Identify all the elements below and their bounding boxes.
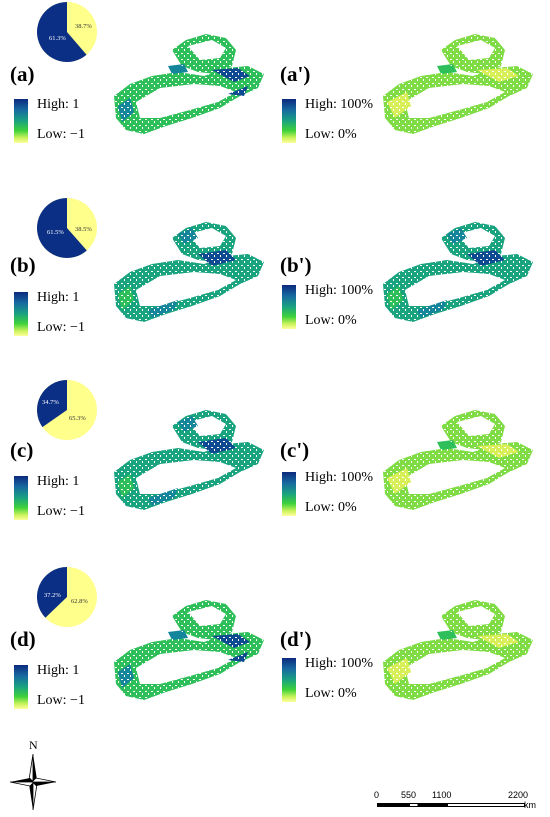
panel-label-c: (c) (10, 438, 34, 462)
scale-bar-segments (377, 803, 525, 807)
panel-label-b-prime: (b') (280, 253, 312, 277)
map-a-prime (377, 22, 537, 140)
pie-label-light: 38.7% (75, 23, 92, 30)
panel-label-c-prime: (c') (280, 438, 310, 462)
north-label: N (29, 738, 38, 752)
pie-chart-b: 61.5% 38.5% (36, 198, 97, 258)
legend-b-prime: High: 100% Low: 0% (282, 283, 402, 335)
legend-c-prime: High: 100% Low: 0% (282, 470, 402, 522)
pie-chart-a: 61.3% 38.7% (37, 2, 97, 63)
legend-low: Low: 0% (305, 313, 357, 328)
pie-label-dark: 61.3% (49, 35, 66, 42)
legend-low: Low: −1 (37, 504, 85, 519)
map-b-prime (377, 210, 537, 328)
panel-label-a: (a) (10, 62, 35, 86)
map-d (108, 588, 268, 706)
pie-chart-c: 34.7% 65.3% (37, 380, 97, 440)
legend-low: Low: 0% (305, 127, 357, 142)
pie-chart-d: 37.2% 62.8% (36, 567, 97, 627)
map-c (108, 398, 268, 516)
color-ramp (282, 658, 296, 702)
legend-high: High: 1 (37, 290, 80, 305)
legend-high: High: 100% (305, 283, 374, 298)
scale-tick-1100: 1100 (432, 790, 452, 800)
legend-a-prime: High: 100% Low: 0% (282, 97, 402, 149)
north-arrow: N (8, 738, 58, 814)
panel-label-a-prime: (a') (280, 62, 311, 86)
legend-high: High: 1 (37, 97, 80, 112)
scale-unit: km (524, 800, 536, 810)
panel-label-d-prime: (d') (280, 627, 312, 651)
color-ramp (14, 665, 28, 709)
map-a (108, 22, 268, 140)
map-b (108, 210, 268, 328)
color-ramp (14, 292, 28, 336)
legend-low: Low: −1 (37, 693, 85, 708)
legend-d: High: 1 Low: −1 (14, 663, 114, 715)
legend-high: High: 100% (305, 656, 374, 671)
pie-label-dark: 61.5% (47, 229, 64, 236)
pie-label-light: 65.3% (69, 415, 86, 422)
legend-high: High: 1 (37, 474, 80, 489)
legend-low: Low: 0% (305, 686, 357, 701)
map-d-prime (377, 588, 537, 706)
color-ramp (14, 476, 28, 520)
legend-d-prime: High: 100% Low: 0% (282, 656, 402, 708)
panel-label-b: (b) (10, 253, 36, 277)
panel-label-d: (d) (10, 627, 36, 651)
scale-tick-0: 0 (374, 790, 380, 800)
legend-c: High: 1 Low: −1 (14, 474, 114, 526)
legend-high: High: 1 (37, 663, 80, 678)
pie-label-light: 62.8% (71, 598, 88, 605)
color-ramp (14, 99, 28, 143)
legend-high: High: 100% (305, 97, 374, 112)
legend-low: Low: −1 (37, 320, 85, 335)
color-ramp (282, 285, 296, 329)
compass-rose-icon (9, 753, 57, 811)
scale-tick-550: 550 (401, 790, 417, 800)
legend-a: High: 1 Low: −1 (14, 97, 114, 149)
color-ramp (282, 99, 296, 143)
legend-low: Low: 0% (305, 500, 357, 515)
legend-high: High: 100% (305, 470, 374, 485)
legend-low: Low: −1 (37, 127, 85, 142)
legend-b: High: 1 Low: −1 (14, 290, 114, 342)
pie-label-dark: 34.7% (42, 399, 59, 406)
color-ramp (282, 472, 296, 516)
scale-bar: 0 550 1100 2200 km (374, 790, 536, 812)
pie-label-dark: 37.2% (44, 592, 61, 599)
map-c-prime (377, 398, 537, 516)
pie-label-light: 38.5% (75, 226, 92, 233)
scale-tick-2200: 2200 (508, 790, 529, 800)
